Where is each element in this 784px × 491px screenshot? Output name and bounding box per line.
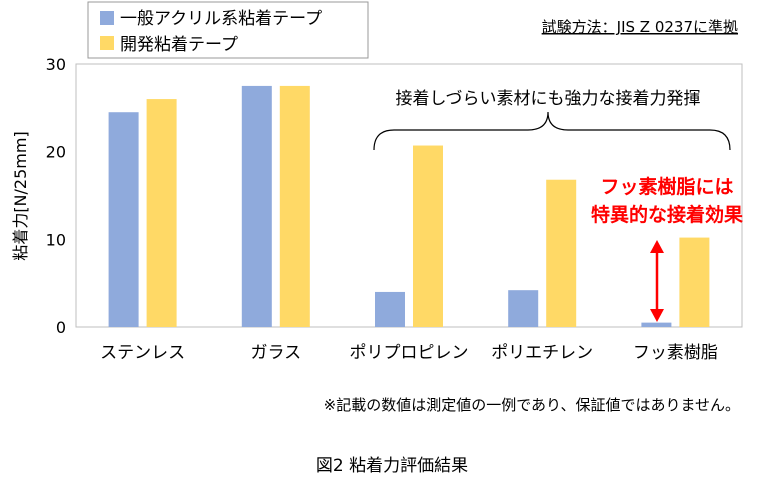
bar-developed-4	[679, 237, 710, 327]
bar-developed-3	[546, 179, 577, 327]
x-tick-label: ガラス	[250, 343, 301, 363]
figure-caption: 図2 粘着力評価結果	[316, 456, 468, 476]
legend-swatch-series-2	[100, 36, 114, 50]
legend-label-series-1: 一般アクリル系粘着テープ	[120, 9, 322, 29]
fluoro-callout-line1: フッ素樹脂には	[600, 175, 733, 198]
bar-standard-2	[375, 291, 405, 327]
bar-standard-1	[241, 85, 272, 328]
bar-developed-0	[146, 99, 177, 327]
x-tick-label: ステンレス	[100, 343, 185, 363]
x-tick-label: フッ素樹脂	[633, 343, 718, 363]
plot-area	[75, 63, 743, 328]
bar-developed-1	[279, 85, 310, 328]
y-tick-label: 30	[46, 55, 66, 74]
test-method-note: 試験方法：JIS Z 0237に準拠	[542, 18, 738, 36]
bar-developed-2	[413, 145, 443, 327]
curly-brace	[373, 111, 731, 151]
x-tick-label: ポリエチレン	[491, 343, 593, 363]
bar-standard-4	[641, 322, 672, 327]
bar-standard-0	[108, 112, 139, 327]
double-arrow	[650, 240, 664, 322]
y-axis-title: 粘着力[N/25mm]	[11, 131, 30, 260]
fluoro-callout-line2: 特異的な接着効果	[591, 203, 743, 226]
legend-label-series-2: 開発粘着テープ	[120, 35, 238, 55]
brace-annotation-text: 接着しづらい素材にも強力な接着力発揮	[396, 89, 701, 109]
legend: 一般アクリル系粘着テープ 開発粘着テープ	[87, 1, 369, 59]
legend-swatch-series-1	[100, 11, 114, 25]
y-tick-label: 20	[46, 143, 66, 162]
bar-standard-3	[508, 290, 539, 327]
footnote: ※記載の数値は測定値の一例であり、保証値ではありません。	[324, 396, 740, 414]
x-tick-label: ポリプロピレン	[350, 343, 469, 363]
y-tick-label: 0	[56, 318, 66, 337]
y-tick-label: 10	[46, 230, 66, 249]
